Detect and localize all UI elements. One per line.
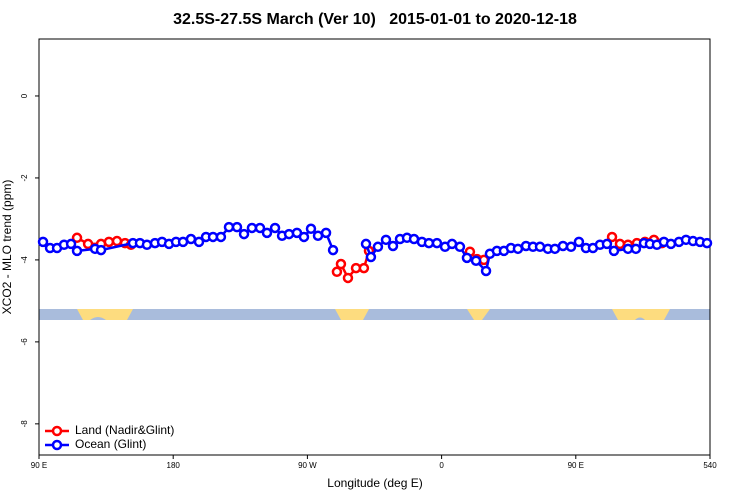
- point: [103, 236, 115, 248]
- point: [111, 235, 123, 247]
- point: [557, 240, 569, 252]
- point: [82, 238, 94, 250]
- y-tick-label: -8: [20, 420, 29, 428]
- x-tick-label: 180: [167, 461, 181, 470]
- point: [431, 237, 443, 249]
- point: [601, 238, 613, 250]
- point: [312, 230, 324, 241]
- point: [141, 239, 153, 250]
- point: [223, 221, 235, 233]
- legend-marker: [51, 439, 63, 451]
- point: [305, 223, 317, 235]
- point: [335, 258, 347, 270]
- point: [630, 243, 642, 255]
- point: [238, 228, 250, 240]
- point: [565, 241, 577, 253]
- point: [71, 245, 83, 257]
- point: [95, 244, 107, 256]
- point: [327, 244, 339, 256]
- land-strip: [335, 309, 369, 320]
- point: [320, 227, 332, 239]
- x-tick-label: 90 E: [31, 461, 47, 470]
- y-tick-label: -2: [20, 174, 29, 182]
- point: [665, 238, 677, 250]
- point: [37, 236, 49, 248]
- point: [454, 241, 466, 253]
- legend-label: Ocean (Glint): [75, 437, 146, 451]
- land-strip: [77, 309, 133, 320]
- point: [461, 252, 473, 264]
- point: [549, 243, 561, 255]
- x-tick-label: 90 W: [298, 461, 317, 470]
- x-tick-label: 540: [703, 461, 717, 470]
- legend-marker: [51, 425, 63, 437]
- point: [512, 243, 524, 255]
- point: [387, 240, 399, 252]
- point: [298, 231, 310, 243]
- point: [269, 222, 281, 234]
- x-tick-label: 0: [439, 461, 444, 470]
- land-strip: [612, 309, 670, 320]
- point: [342, 272, 354, 284]
- ocean-strip: [39, 309, 710, 320]
- point: [215, 231, 227, 243]
- y-axis-title: XCO2 - MLO trend (ppm): [0, 180, 14, 315]
- point: [606, 231, 618, 243]
- point: [261, 227, 273, 239]
- point: [358, 262, 370, 274]
- point: [573, 236, 585, 248]
- legend-label: Land (Nadir&Glint): [75, 423, 174, 437]
- point: [246, 222, 258, 234]
- point: [65, 238, 77, 250]
- x-axis-title: Longitude (deg E): [327, 476, 422, 490]
- point: [701, 237, 713, 249]
- y-tick-label: -6: [20, 338, 29, 346]
- land-strip: [467, 309, 490, 320]
- point: [254, 222, 266, 234]
- land-ocean-strip: [39, 309, 710, 320]
- point: [185, 233, 197, 245]
- point: [372, 241, 384, 253]
- point: [470, 255, 482, 266]
- chart-title: 32.5S-27.5S March (Ver 10) 2015-01-01 to…: [173, 11, 577, 28]
- point: [193, 236, 205, 248]
- point: [71, 232, 83, 244]
- point: [331, 266, 343, 278]
- y-tick-label: 0: [20, 93, 29, 98]
- point: [360, 238, 372, 250]
- y-tick-label: -4: [20, 256, 29, 264]
- point: [608, 245, 620, 257]
- x-tick-label: 90 E: [568, 461, 584, 470]
- point: [423, 237, 435, 249]
- point: [480, 265, 492, 277]
- point: [380, 234, 392, 246]
- point: [231, 221, 243, 233]
- point: [365, 251, 377, 263]
